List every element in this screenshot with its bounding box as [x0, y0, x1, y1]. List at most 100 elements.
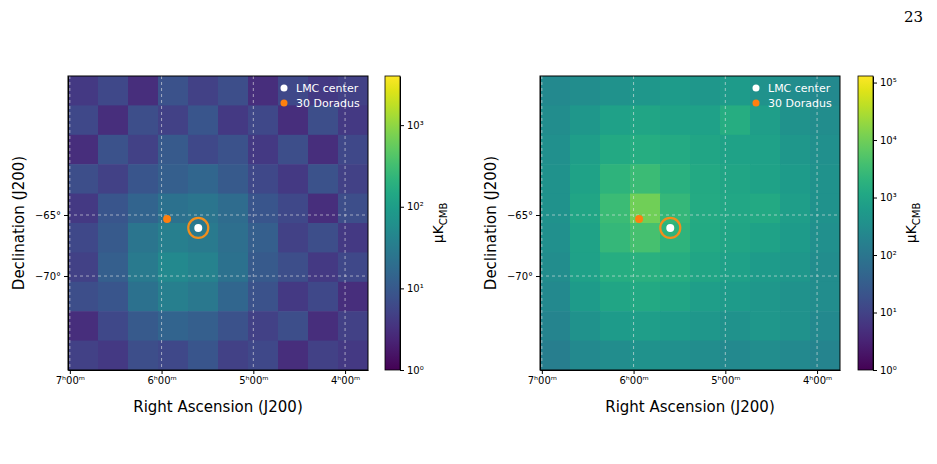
point — [666, 224, 674, 232]
heatmap-cell — [308, 194, 339, 224]
tick-mark — [64, 276, 68, 277]
heatmap-cell — [810, 252, 840, 282]
heatmap-cell — [540, 105, 571, 135]
heatmap-cell — [750, 164, 781, 194]
heatmap-cell — [278, 252, 309, 282]
tick-label: 5ʰ00ᵐ — [239, 375, 268, 386]
heatmap-cell — [158, 311, 189, 341]
heatmap-cell — [600, 341, 631, 370]
colorbar-title-main: μK — [903, 224, 919, 243]
tick: 10³ — [400, 120, 424, 131]
heatmap-cell — [600, 311, 631, 341]
heatmap-cell — [218, 194, 249, 224]
heatmap-cell — [660, 76, 691, 106]
heatmap-cell — [308, 252, 339, 282]
heatmap-cell — [750, 341, 781, 370]
heatmap-cell — [338, 223, 368, 253]
heatmap-cell — [68, 282, 99, 312]
page-number: 23 — [904, 8, 923, 26]
tick-mark — [873, 198, 877, 199]
legend-item: 30 Doradus — [281, 97, 360, 110]
heatmap-cell — [128, 223, 159, 253]
heatmap-cell — [128, 135, 159, 165]
heatmap-cell — [540, 341, 571, 370]
heatmap-cell — [540, 194, 571, 224]
grid-line — [817, 76, 818, 370]
heatmap-cell — [630, 76, 661, 106]
heatmap-cell — [750, 252, 781, 282]
heatmap-cell — [218, 105, 249, 135]
heatmap-cell — [630, 341, 661, 370]
heatmap-cell — [158, 341, 189, 370]
plot-area — [68, 76, 368, 370]
heatmap-cell — [308, 282, 339, 312]
heatmap-cell — [188, 311, 219, 341]
tick-label: 6ʰ00ᵐ — [619, 375, 648, 386]
heatmap-cell — [780, 223, 811, 253]
heatmap-cell — [218, 282, 249, 312]
heatmap-cell — [660, 135, 691, 165]
heatmap-cell — [660, 311, 691, 341]
heatmap-cell — [570, 252, 601, 282]
tick-mark — [400, 207, 404, 208]
heatmap-cell — [750, 135, 781, 165]
tick-mark — [873, 140, 877, 141]
heatmap-cell — [128, 252, 159, 282]
heatmap-cell — [570, 135, 601, 165]
tick-mark — [253, 370, 254, 374]
heatmap-cell — [690, 341, 721, 370]
heatmap-cell — [308, 135, 339, 165]
heatmap-cell — [810, 194, 840, 224]
heatmap-cell — [570, 105, 601, 135]
heatmap-cell — [248, 164, 279, 194]
heatmap-cell — [308, 341, 339, 370]
heatmap-cell — [98, 252, 129, 282]
colorbar — [385, 76, 400, 370]
heatmap-cell — [68, 252, 99, 282]
heatmap-cell — [660, 164, 691, 194]
heatmap-cell — [810, 223, 840, 253]
legend: LMC center30 Doradus — [753, 82, 832, 110]
plot-frame — [68, 76, 368, 370]
heatmap-cell — [540, 252, 571, 282]
heatmap-cell — [690, 164, 721, 194]
grid-line — [253, 76, 254, 370]
heatmap-cell — [68, 223, 99, 253]
grid-line — [540, 215, 840, 216]
heatmap-cell — [780, 252, 811, 282]
heatmap-cell — [158, 105, 189, 135]
heatmap-cell — [720, 105, 751, 135]
tick-label: 10² — [407, 201, 424, 212]
heatmap-cell — [630, 105, 661, 135]
heatmap-cell — [128, 341, 159, 370]
tick-label: 10³ — [880, 192, 897, 203]
heatmap-cell — [600, 194, 631, 224]
tick-mark — [64, 215, 68, 216]
tick-label: 6ʰ00ᵐ — [147, 375, 176, 386]
figure: 23LMC center30 Doradus7ʰ00ᵐ6ʰ00ᵐ5ʰ00ᵐ4ʰ0… — [0, 0, 937, 464]
grid-line — [540, 276, 840, 277]
heatmap-cell — [248, 311, 279, 341]
tick: −70° — [507, 271, 540, 282]
heatmap-cell — [720, 223, 751, 253]
heatmap-cell — [540, 282, 571, 312]
heatmap-cell — [278, 194, 309, 224]
heatmap-cell — [158, 252, 189, 282]
heatmap-cell — [98, 194, 129, 224]
heatmap-cell — [188, 105, 219, 135]
heatmap-cell — [128, 164, 159, 194]
colorbar-axis: 10⁰ 10¹ 10² 10³ — [400, 77, 424, 376]
heatmap-cell — [218, 311, 249, 341]
tick: 5ʰ00ᵐ — [711, 370, 740, 386]
heatmap-cell — [248, 76, 279, 106]
panel: LMC center30 Doradus7ʰ00ᵐ6ʰ00ᵐ5ʰ00ᵐ4ʰ00ᵐ… — [482, 76, 922, 416]
heatmap-cell — [248, 135, 279, 165]
tick: 10⁰ — [873, 365, 897, 376]
point — [163, 215, 171, 223]
heatmap-cell — [660, 252, 691, 282]
heatmap-cell — [690, 194, 721, 224]
tick-label: 10⁰ — [407, 365, 424, 376]
tick-label: 10¹ — [407, 283, 424, 294]
heatmap-cell — [98, 135, 129, 165]
x-axis: 7ʰ00ᵐ6ʰ00ᵐ5ʰ00ᵐ4ʰ00ᵐ — [528, 370, 841, 386]
